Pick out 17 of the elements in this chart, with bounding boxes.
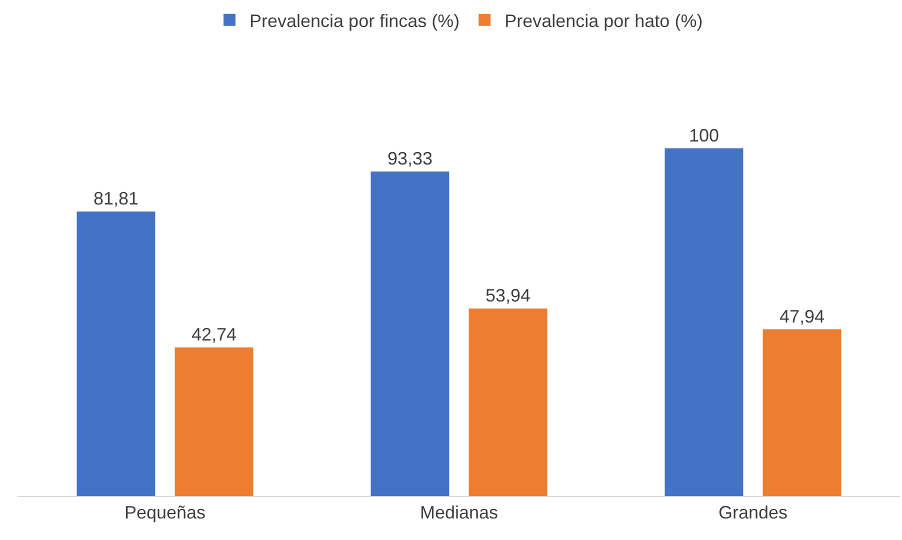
data-label: 93,33 — [387, 148, 433, 168]
bar — [370, 171, 450, 496]
data-label: 42,74 — [191, 324, 237, 344]
bar — [762, 329, 842, 496]
legend-label: Prevalencia por hato (%) — [504, 10, 703, 31]
legend-label: Prevalencia por fincas (%) — [250, 10, 460, 31]
bar — [664, 148, 744, 496]
bar — [174, 347, 254, 496]
data-label: 100 — [688, 125, 720, 146]
bar — [76, 212, 156, 496]
data-label: 47,94 — [779, 306, 825, 326]
x-tick-label: Pequeñas — [124, 502, 206, 523]
bar — [468, 308, 548, 496]
x-tick-label: Grandes — [718, 502, 788, 523]
data-label: 81,81 — [93, 188, 139, 209]
x-tick-label: Medianas — [420, 502, 498, 523]
data-label: 53,94 — [485, 285, 531, 306]
